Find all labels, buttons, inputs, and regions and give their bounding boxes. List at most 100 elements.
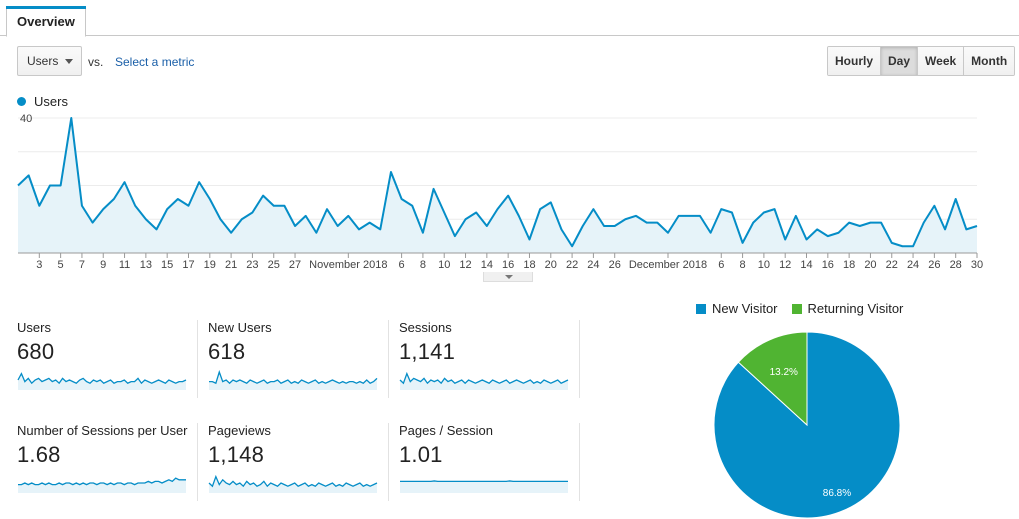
week-button[interactable]: Week	[917, 47, 964, 75]
legend-item-returning-visitor[interactable]: Returning Visitor	[791, 301, 904, 316]
metric-tile-pages-per-session[interactable]: Pages / Session 1.01	[399, 423, 571, 501]
users-line-chart[interactable]: 20 40 3 5 7 9 11 13 15 17 19 21 23 25 27 November 2018 6…	[0, 110, 1019, 275]
x-tick-label: 28	[950, 259, 962, 271]
data-point	[751, 221, 755, 225]
data-point	[410, 204, 414, 208]
data-point	[602, 224, 606, 228]
metric-label: Number of Sessions per User	[17, 423, 188, 438]
data-point	[48, 184, 52, 188]
metric-tile-users[interactable]: Users 680	[17, 320, 189, 398]
data-point	[229, 231, 233, 235]
data-point	[112, 197, 116, 201]
data-point	[858, 224, 862, 228]
data-point	[559, 227, 563, 231]
data-point	[464, 217, 468, 221]
data-point	[80, 204, 84, 208]
data-point	[868, 221, 872, 225]
metric-tile-pageviews[interactable]: Pageviews 1,148	[208, 423, 380, 501]
data-point	[400, 197, 404, 201]
x-tick-label: 24	[907, 259, 919, 271]
data-point	[91, 221, 95, 225]
data-point	[389, 170, 393, 174]
data-point	[538, 207, 542, 211]
x-tick-label: 30	[971, 259, 983, 271]
metric-tile-sessions-per-user[interactable]: Number of Sessions per User 1.68	[17, 423, 189, 501]
tab-overview[interactable]: Overview	[6, 6, 86, 37]
sparkline	[17, 372, 187, 390]
day-button[interactable]: Day	[880, 47, 918, 75]
data-point	[826, 234, 830, 238]
vs-label: vs.	[88, 55, 104, 69]
swatch-icon	[791, 303, 802, 314]
x-tick-label: 6	[718, 259, 724, 271]
data-point	[59, 184, 63, 188]
visitor-pie-chart[interactable]: 86.8% 13.2%	[712, 330, 902, 519]
divider	[579, 320, 580, 398]
tab-bar: Overview	[0, 0, 1019, 37]
legend-label: Returning Visitor	[807, 301, 904, 316]
sparkline-line	[18, 477, 186, 486]
data-point	[346, 214, 350, 218]
data-point	[378, 227, 382, 231]
chart-legend: Users	[17, 94, 68, 109]
x-tick-label: 16	[822, 259, 834, 271]
x-tick-label: 8	[420, 259, 426, 271]
data-point	[133, 204, 137, 208]
x-tick-label: 5	[58, 259, 64, 271]
data-point	[485, 224, 489, 228]
data-point	[570, 244, 574, 248]
data-point	[815, 227, 819, 231]
data-point	[37, 204, 41, 208]
x-tick-label: 21	[225, 259, 237, 271]
data-point	[69, 116, 73, 120]
pie-data-label: 13.2%	[770, 367, 798, 378]
data-point	[27, 173, 31, 177]
x-tick-label: 14	[800, 259, 812, 271]
x-tick-label: 20	[864, 259, 876, 271]
data-point	[709, 231, 713, 235]
metric-select[interactable]: Users	[17, 46, 82, 76]
x-tick-label: 18	[843, 259, 855, 271]
metric-value: 680	[17, 339, 55, 364]
x-tick-label: 14	[481, 259, 493, 271]
data-point	[677, 214, 681, 218]
x-tick-label: December 2018	[629, 259, 707, 271]
data-point	[474, 211, 478, 215]
legend-item-new-visitor[interactable]: New Visitor	[696, 301, 778, 316]
data-point	[325, 207, 329, 211]
series-line-users	[17, 117, 978, 248]
x-tick-label: 8	[740, 259, 746, 271]
x-tick-label: 25	[268, 259, 280, 271]
x-tick-label: 18	[523, 259, 535, 271]
chevron-down-icon	[65, 59, 73, 64]
sparkline-area	[209, 476, 377, 493]
month-button[interactable]: Month	[963, 47, 1015, 75]
x-tick-label: November 2018	[309, 259, 387, 271]
x-tick-label: 12	[779, 259, 791, 271]
data-point	[293, 224, 297, 228]
data-point	[101, 207, 105, 211]
hourly-button[interactable]: Hourly	[828, 47, 881, 75]
metric-value: 618	[208, 339, 246, 364]
data-point	[16, 184, 20, 188]
select-metric-link[interactable]: Select a metric	[115, 55, 195, 69]
chart-resize-handle[interactable]	[483, 272, 533, 282]
data-point	[591, 207, 595, 211]
area-fill	[18, 118, 977, 253]
data-point	[730, 211, 734, 215]
data-point	[368, 221, 372, 225]
data-point	[773, 207, 777, 211]
metric-tile-sessions[interactable]: Sessions 1,141	[399, 320, 571, 398]
data-point	[432, 187, 436, 191]
x-tick-label: 15	[161, 259, 173, 271]
metric-label: Users	[17, 320, 51, 335]
swatch-icon	[696, 303, 706, 314]
data-point	[890, 241, 894, 245]
divider	[388, 320, 389, 398]
legend-label: New Visitor	[712, 301, 778, 316]
sparkline	[399, 371, 569, 390]
x-tick-label: 24	[587, 259, 599, 271]
divider	[579, 423, 580, 501]
metric-label: Pageviews	[208, 423, 271, 438]
metric-tile-new-users[interactable]: New Users 618	[208, 320, 380, 398]
